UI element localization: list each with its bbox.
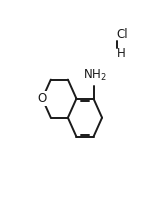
Text: O: O [38,92,47,105]
Text: H: H [117,47,126,60]
Text: Cl: Cl [117,28,128,41]
Text: NH$_2$: NH$_2$ [83,68,107,84]
